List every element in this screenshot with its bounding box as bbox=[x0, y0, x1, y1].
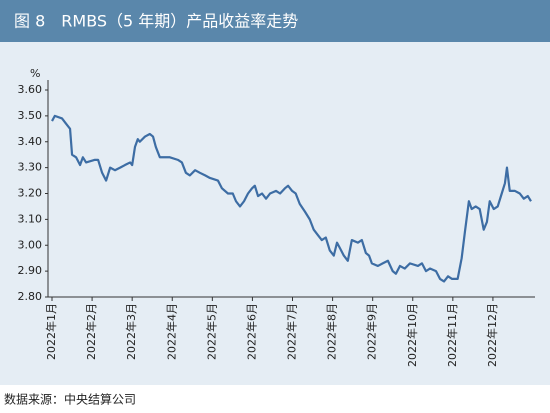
x-tick-label: 2022年3月 bbox=[124, 303, 138, 360]
y-tick-label: 3.60 bbox=[18, 83, 43, 96]
y-tick-label: 3.40 bbox=[18, 135, 43, 148]
y-unit-label: % bbox=[30, 67, 40, 80]
chart-background bbox=[0, 42, 550, 385]
data-line bbox=[51, 114, 532, 283]
x-tick-label: 2022年4月 bbox=[164, 303, 178, 360]
y-tick-label: 3.10 bbox=[18, 212, 43, 225]
x-tick-label: 2022年11月 bbox=[445, 303, 459, 367]
x-tick-label: 2022年5月 bbox=[204, 303, 218, 360]
x-tick-label: 2022年7月 bbox=[285, 303, 299, 360]
y-tick-label: 3.30 bbox=[18, 161, 43, 174]
source-note: 数据来源：中央结算公司 bbox=[4, 392, 136, 407]
header-bar bbox=[0, 0, 550, 42]
x-tick-label: 2022年9月 bbox=[365, 303, 379, 360]
x-tick-label: 2022年2月 bbox=[84, 303, 98, 360]
x-tick-label: 2022年8月 bbox=[325, 303, 339, 360]
x-tick-label: 2022年1月 bbox=[44, 303, 58, 360]
y-tick-label: 3.50 bbox=[18, 109, 43, 122]
y-tick-label: 3.20 bbox=[18, 187, 43, 200]
x-tick-label: 2022年10月 bbox=[405, 303, 419, 367]
y-tick-label: 2.80 bbox=[18, 290, 43, 303]
y-tick-label: 2.90 bbox=[18, 264, 43, 277]
y-tick-label: 3.00 bbox=[18, 238, 43, 251]
x-tick-label: 2022年12月 bbox=[485, 303, 499, 367]
chart-title: 图 8 RMBS（5 年期）产品收益率走势 bbox=[14, 12, 298, 31]
x-tick-label: 2022年6月 bbox=[244, 303, 258, 360]
